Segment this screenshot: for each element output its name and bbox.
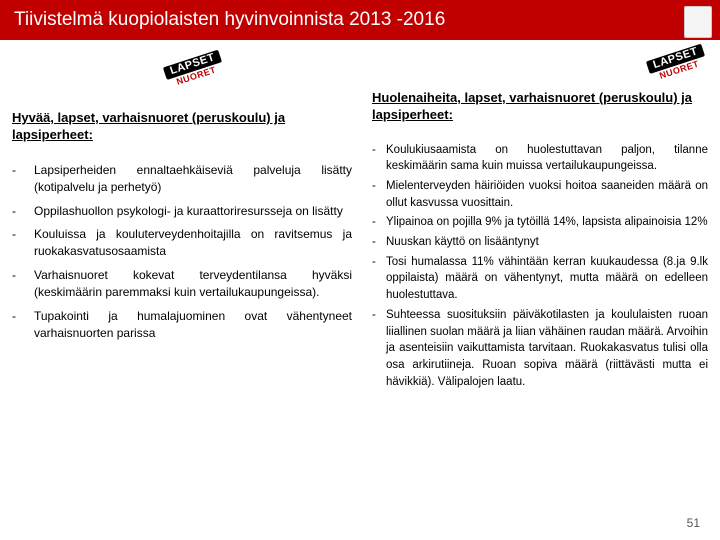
list-item: - Ylipainoa on pojilla 9% ja tytöillä 14… (372, 214, 708, 231)
list-item-text: Nuuskan käyttö on lisääntynyt (386, 234, 708, 251)
left-heading: Hyvää, lapset, varhaisnuoret (peruskoulu… (12, 110, 352, 144)
list-item: - Lapsiperheiden ennaltaehkäiseviä palve… (12, 162, 352, 197)
bullet-dash: - (12, 226, 34, 261)
bullet-dash: - (372, 214, 386, 231)
list-item: - Tosi humalassa 11% vähintään kerran ku… (372, 254, 708, 304)
right-list: - Koulukiusaamista on huolestuttavan pal… (372, 142, 708, 390)
bullet-dash: - (12, 308, 34, 343)
bullet-dash: - (12, 267, 34, 302)
list-item-text: Tosi humalassa 11% vähintään kerran kuuk… (386, 254, 708, 304)
bullet-dash: - (12, 162, 34, 197)
bullet-dash: - (372, 234, 386, 251)
bullet-dash: - (12, 203, 34, 220)
list-item: - Mielenterveyden häiriöiden vuoksi hoit… (372, 178, 708, 211)
bullet-dash: - (372, 254, 386, 304)
list-item: - Tupakointi ja humalajuominen ovat vähe… (12, 308, 352, 343)
header-bar: Tiivistelmä kuopiolaisten hyvinvoinnista… (0, 0, 720, 40)
logo-icon (684, 6, 712, 38)
list-item: - Oppilashuollon psykologi- ja kuraattor… (12, 203, 352, 220)
list-item: - Kouluissa ja kouluterveydenhoitajilla … (12, 226, 352, 261)
header-title: Tiivistelmä kuopiolaisten hyvinvoinnista… (14, 9, 445, 31)
list-item: - Varhaisnuoret kokevat terveydentilansa… (12, 267, 352, 302)
list-item-text: Mielenterveyden häiriöiden vuoksi hoitoa… (386, 178, 708, 211)
bullet-dash: - (372, 178, 386, 211)
page-number: 51 (687, 516, 700, 530)
bullet-dash: - (372, 307, 386, 390)
list-item-text: Ylipainoa on pojilla 9% ja tytöillä 14%,… (386, 214, 708, 231)
slide: Tiivistelmä kuopiolaisten hyvinvoinnista… (0, 0, 720, 540)
list-item: - Nuuskan käyttö on lisääntynyt (372, 234, 708, 251)
left-list: - Lapsiperheiden ennaltaehkäiseviä palve… (12, 162, 352, 343)
list-item-text: Oppilashuollon psykologi- ja kuraattorir… (34, 203, 352, 220)
list-item-text: Tupakointi ja humalajuominen ovat vähent… (34, 308, 352, 343)
right-heading: Huolenaiheita, lapset, varhaisnuoret (pe… (372, 90, 708, 124)
list-item-text: Koulukiusaamista on huolestuttavan paljo… (386, 142, 708, 175)
list-item-text: Suhteessa suosituksiin päiväkotilasten j… (386, 307, 708, 390)
bullet-dash: - (372, 142, 386, 175)
list-item-text: Lapsiperheiden ennaltaehkäiseviä palvelu… (34, 162, 352, 197)
left-column: Hyvää, lapset, varhaisnuoret (peruskoulu… (12, 110, 352, 348)
list-item-text: Kouluissa ja kouluterveydenhoitajilla on… (34, 226, 352, 261)
list-item: - Suhteessa suosituksiin päiväkotilasten… (372, 307, 708, 390)
list-item-text: Varhaisnuoret kokevat terveydentilansa h… (34, 267, 352, 302)
stamp-right-icon: LAPSET NUORET (645, 44, 708, 84)
stamp-left-icon: LAPSET NUORET (163, 50, 226, 90)
list-item: - Koulukiusaamista on huolestuttavan pal… (372, 142, 708, 175)
right-column: Huolenaiheita, lapset, varhaisnuoret (pe… (372, 90, 708, 393)
